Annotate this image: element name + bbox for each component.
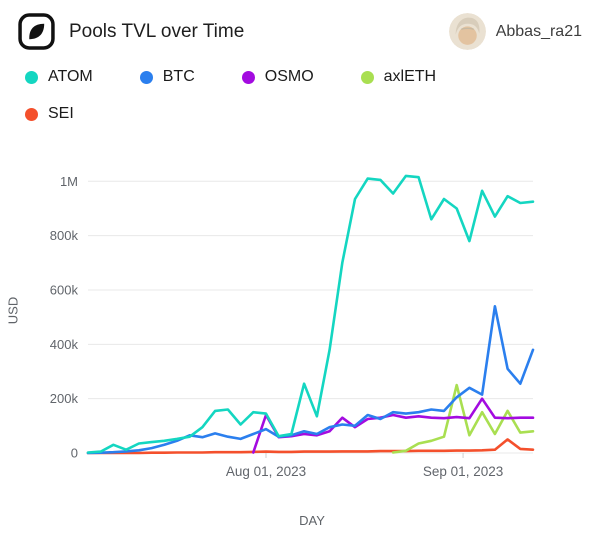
app-logo-icon — [18, 13, 55, 50]
legend-item-label: ATOM — [48, 68, 93, 85]
legend-item-osmo[interactable]: OSMO — [241, 68, 314, 86]
app-logo[interactable] — [18, 13, 55, 50]
svg-text:Sep 01, 2023: Sep 01, 2023 — [423, 464, 503, 479]
y-axis-title: USD — [5, 296, 21, 325]
legend-item-atom[interactable]: ATOM — [25, 68, 93, 86]
user-avatar — [448, 13, 486, 50]
svg-text:1M: 1M — [60, 174, 78, 189]
svg-text:Aug 01, 2023: Aug 01, 2023 — [226, 464, 306, 479]
page-title: Pools TVL over Time — [69, 20, 245, 42]
legend-item-label: BTC — [162, 68, 195, 85]
legend-dot — [241, 70, 255, 84]
legend-item-label: OSMO — [264, 68, 314, 85]
legend-item-label: SEI — [48, 105, 74, 122]
user-name: Abbas_ra21 — [495, 22, 582, 40]
legend-dot — [25, 107, 38, 121]
legend-item-axleth[interactable]: axlETH — [360, 68, 437, 86]
legend-row: SEI — [25, 105, 584, 123]
svg-text:400k: 400k — [50, 337, 79, 352]
svg-text:0: 0 — [71, 446, 78, 461]
svg-text:800k: 800k — [50, 228, 79, 243]
tvl-line-chart[interactable]: 0 200k 400k 600k 800k 1M Aug 01, 2023 Sep 01, 2… — [28, 143, 548, 508]
legend-dot — [360, 70, 374, 84]
legend-dot — [139, 70, 153, 84]
x-axis-title: DAY — [299, 513, 325, 528]
legend-item-label: axlETH — [383, 68, 437, 85]
chart-area: USD 0 200k 400k 600k 800k 1M Aug 01, 2023 Sep 0… — [0, 143, 604, 528]
header: Pools TVL over Time Abbas_ra21 — [0, 0, 604, 56]
legend-item-sei[interactable]: SEI — [25, 105, 74, 123]
legend-dot — [25, 70, 38, 84]
svg-text:200k: 200k — [50, 391, 79, 406]
legend-item-btc[interactable]: BTC — [139, 68, 195, 86]
chart-legend: ATOM BTC OSMO axlETH SEI — [0, 56, 604, 123]
user-profile[interactable]: Abbas_ra21 — [448, 13, 582, 50]
legend-row: ATOM BTC OSMO axlETH — [25, 68, 584, 86]
svg-text:600k: 600k — [50, 282, 79, 297]
